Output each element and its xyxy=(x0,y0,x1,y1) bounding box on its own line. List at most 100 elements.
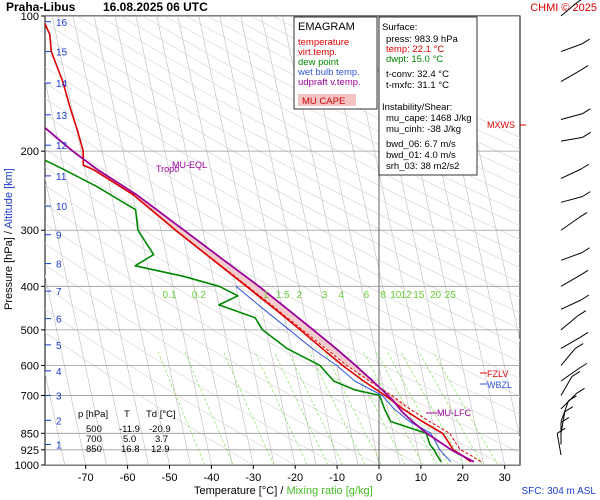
altitude-tick-label: 8 xyxy=(56,260,62,271)
isotherm-line xyxy=(114,16,212,465)
wind-barb-flag xyxy=(580,294,590,301)
wind-barb-flag xyxy=(571,370,581,377)
surface-tconv: t-conv: 32.4 °C xyxy=(386,69,449,80)
temperature-tick-label: -20 xyxy=(287,472,303,484)
surface-tmxfc: t-mxfc: 31.1 °C xyxy=(386,80,449,91)
wind-barb xyxy=(560,315,579,331)
dry-adiabat xyxy=(45,332,254,465)
wind-barb xyxy=(560,299,582,310)
mu-cape-value: mu_cape: 1468 J/kg xyxy=(386,113,472,124)
isotherm-line xyxy=(0,16,2,465)
table-cell: -11.9 xyxy=(119,424,140,435)
legend-item-temperature: temperature xyxy=(298,37,349,48)
wind-barb xyxy=(560,43,582,53)
table-cell: 850 xyxy=(86,444,102,455)
wind-barb-flag xyxy=(564,406,574,413)
mu-eql-label: MU-EQL xyxy=(172,160,207,170)
table-cell: -20.9 xyxy=(149,424,171,435)
temperature-tick-label: -60 xyxy=(120,472,136,484)
wind-barb xyxy=(560,274,581,287)
wind-barb xyxy=(560,136,583,142)
temperature-tick-label: 10 xyxy=(415,472,427,484)
datetime-title: 16.08.2025 06 UTC xyxy=(103,0,208,14)
pressure-tick-label: 925 xyxy=(21,445,39,457)
temperature-tick-label: -40 xyxy=(203,472,219,484)
pressure-tick-label: 600 xyxy=(21,360,39,372)
table-header-td: Td [°C] xyxy=(146,409,176,420)
isotherm-line xyxy=(198,16,296,465)
pressure-tick-label: 400 xyxy=(21,281,39,293)
mixing-ratio-label: 6 xyxy=(364,290,370,301)
sfc-label: SFC: 304 m ASL xyxy=(522,486,597,497)
svg-text:Temperature [°C] / Mixing rati: Temperature [°C] / Mixing ratio [g/kg] xyxy=(194,485,373,497)
temperature-line xyxy=(45,21,472,463)
wind-barb xyxy=(560,70,581,83)
pressure-tick-label: 300 xyxy=(21,225,39,237)
isotherm-line xyxy=(72,16,170,465)
mu-cinh-value: mu_cinh: -38 J/kg xyxy=(386,124,461,135)
wind-barb xyxy=(560,411,566,434)
altitude-tick-label: 7 xyxy=(56,287,62,298)
pressure-tick-label: 500 xyxy=(21,325,39,337)
isotherm-line xyxy=(156,16,254,465)
wind-barb xyxy=(560,376,573,396)
altitude-tick-label: 10 xyxy=(56,202,68,213)
altitude-tick-label: 9 xyxy=(56,231,62,242)
mixing-ratio-label: 4 xyxy=(339,290,345,301)
mixing-ratio-label: 1 xyxy=(263,290,269,301)
surface-press: press: 983.9 hPa xyxy=(386,34,459,45)
table-cell: 12.9 xyxy=(151,444,170,455)
isotherm-line xyxy=(135,16,233,465)
pressure-tick-label: 1000 xyxy=(15,460,39,472)
altitude-tick-label: 5 xyxy=(56,341,62,352)
dry-adiabat xyxy=(45,36,520,298)
surface-dwpt: dwpt: 15.0 °C xyxy=(386,54,443,65)
dry-adiabat xyxy=(45,66,520,330)
altitude-tick-label: 13 xyxy=(56,111,68,122)
altitude-tick-label: 1 xyxy=(56,440,62,451)
isotherm-line xyxy=(45,274,86,465)
isotherm-line xyxy=(45,371,66,465)
bwd-06-value: bwd_06: 6.7 m/s xyxy=(386,139,456,150)
legend-box: EMAGRAM temperature virt.temp. dew point… xyxy=(293,16,378,110)
dry-adiabat xyxy=(120,16,520,227)
mixing-ratio-label: 12 xyxy=(401,290,413,301)
dry-adiabat xyxy=(142,16,520,213)
mixing-ratio-label: 8 xyxy=(380,290,386,301)
surface-temp: temp: 22.1 °C xyxy=(386,44,444,55)
mu-lfc-label: MU-LFC xyxy=(437,408,471,418)
wind-barb-flag xyxy=(578,362,588,369)
wind-barb-flag xyxy=(556,427,566,434)
dry-adiabat xyxy=(45,223,464,465)
dry-adiabat xyxy=(45,148,520,415)
wind-barb-flag xyxy=(568,395,577,402)
mixing-ratio-label: 2 xyxy=(297,290,303,301)
dry-adiabat xyxy=(77,16,520,254)
wind-barb-flag xyxy=(582,131,591,138)
mixing-ratio-label: 20 xyxy=(430,290,442,301)
surface-title: Surface: xyxy=(382,22,417,33)
instability-title: Instability/Shear: xyxy=(382,102,452,113)
isotherm-line xyxy=(45,79,128,465)
updraft-parcel-line xyxy=(45,126,475,463)
temperature-tick-label: 20 xyxy=(457,472,469,484)
pressure-tick-label: 200 xyxy=(21,146,39,158)
pressure-tick-label: 100 xyxy=(21,11,39,23)
wind-barbs xyxy=(556,0,591,456)
wbzl-label: WBZL xyxy=(487,380,512,390)
dry-adiabat xyxy=(45,166,520,434)
dry-adiabat xyxy=(45,286,338,465)
wind-barb-flag xyxy=(577,0,582,3)
wind-barb xyxy=(560,1,579,17)
wind-barb xyxy=(560,336,581,349)
legend-item-virt-temp: virt.temp. xyxy=(298,47,337,58)
dry-adiabat xyxy=(45,22,520,283)
fzlv-label: FZLV xyxy=(487,369,508,379)
wind-barb-flag xyxy=(581,247,590,254)
legend-item-wet-bulb: wet bulb temp. xyxy=(297,67,360,78)
pressure-tick-label: 850 xyxy=(21,428,39,440)
x-axis-title-temp: Temperature [°C] xyxy=(194,485,277,497)
sounding-curves xyxy=(45,21,482,463)
virtual-temperature-line xyxy=(83,164,482,463)
mixing-ratio-label: 3 xyxy=(322,290,328,301)
